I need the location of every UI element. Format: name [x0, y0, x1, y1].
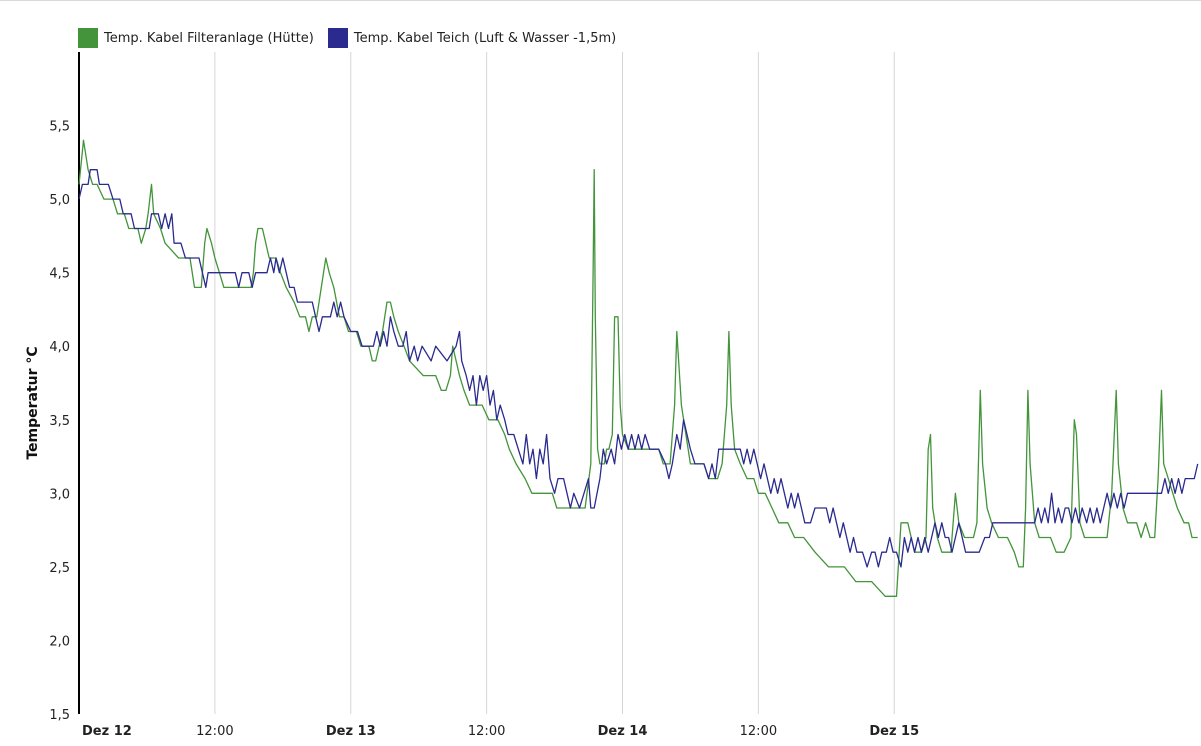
x-tick-label: Dez 13	[326, 724, 376, 739]
y-tick-label: 4,5	[49, 267, 70, 282]
y-tick-label: 4,0	[49, 340, 70, 355]
top-rule	[0, 0, 1201, 1]
series-line-teich	[78, 169, 1199, 568]
series-line-filteranlage	[78, 139, 1198, 597]
y-tick-label: 2,0	[49, 634, 70, 649]
legend-label-teich: Temp. Kabel Teich (Luft & Wasser -1,5m)	[353, 30, 617, 46]
x-tick-label: Dez 14	[598, 724, 648, 739]
y-axis-title: Temperatur °C	[25, 346, 41, 459]
legend-swatch-teich	[327, 28, 348, 48]
y-tick-label: 5,0	[49, 193, 70, 208]
x-tick-label: Dez 15	[869, 724, 919, 739]
vertical-gridlines	[214, 52, 895, 714]
x-tick-label: 12:00	[196, 724, 233, 739]
legend-item-teich[interactable]: Temp. Kabel Teich (Luft & Wasser -1,5m)	[327, 28, 617, 48]
y-tick-label: 5,5	[49, 120, 70, 135]
y-tick-label: 3,0	[49, 487, 70, 502]
x-tick-label: 12:00	[468, 724, 505, 739]
y-tick-label: 3,5	[49, 414, 70, 429]
y-tick-label: 1,5	[49, 708, 70, 723]
x-tick-label: Dez 12	[82, 724, 132, 739]
x-axis: Dez 12 12:00 Dez 13 12:00 Dez 14 12:00 Dez 15	[82, 724, 919, 739]
legend-label-filteranlage: Temp. Kabel Filteranlage (Hütte)	[104, 30, 314, 46]
y-tick-label: 2,5	[49, 561, 70, 576]
legend-swatch-filteranlage	[78, 28, 98, 48]
legend-item-filteranlage[interactable]: Temp. Kabel Filteranlage (Hütte)	[78, 28, 314, 48]
y-axis: 1,5 2,0 2,5 3,0 3,5 4,0 4,5 5,0 5,5	[49, 52, 80, 723]
chart-legend: Temp. Kabel Filteranlage (Hütte) Temp. K…	[78, 28, 616, 48]
x-tick-label: 12:00	[740, 724, 777, 739]
series-lines	[78, 139, 1199, 597]
